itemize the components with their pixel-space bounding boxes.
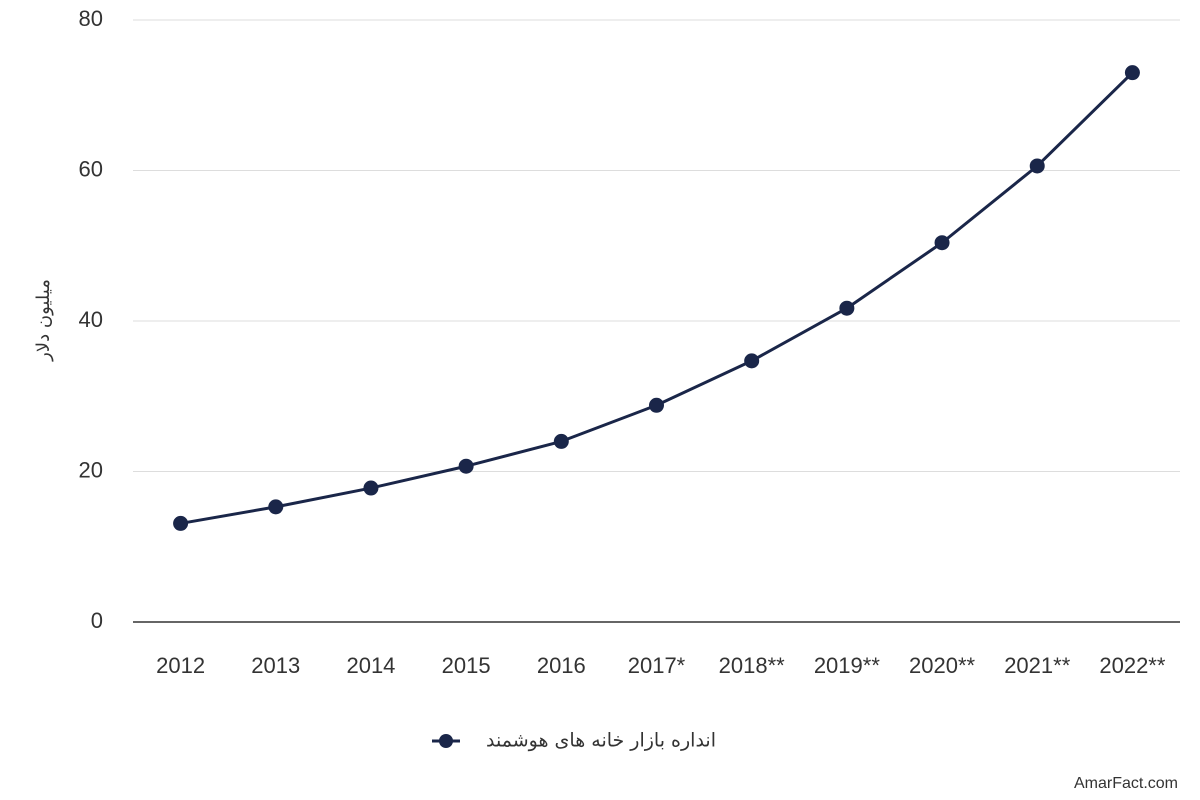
point [363, 480, 379, 496]
point [173, 515, 189, 531]
x-tick-label: 2013 [251, 653, 300, 678]
point [1029, 158, 1045, 174]
series-line [180, 71, 1134, 525]
watermark: AmarFact.com [1074, 775, 1178, 792]
legend-label: انداره بازار خانه های هوشمند [486, 730, 716, 752]
legend-marker [439, 734, 453, 748]
point [553, 433, 569, 449]
y-tick-label: 20 [79, 457, 103, 482]
x-tick-label: 2014 [346, 653, 395, 678]
point [839, 300, 855, 316]
y-tick-label: 60 [79, 156, 103, 181]
y-tick-label: 40 [79, 307, 103, 332]
y-axis-title: میلیون دلار [33, 279, 54, 362]
x-tick-label: 2019** [814, 653, 881, 678]
point [458, 458, 474, 474]
point [1124, 65, 1140, 81]
point [934, 235, 950, 251]
point [744, 353, 760, 369]
y-tick-label: 80 [79, 6, 103, 31]
y-tick-label: 0 [91, 608, 103, 633]
x-tick-label: 2020** [909, 653, 976, 678]
x-tick-label: 2021** [1004, 653, 1071, 678]
point [649, 397, 664, 413]
x-tick-label: 2018** [719, 653, 786, 678]
x-tick-label: 2016 [537, 653, 586, 678]
x-tick-label: 2015 [442, 653, 491, 678]
x-tick-label: 2017* [628, 653, 686, 678]
point [268, 499, 284, 515]
x-tick-label: 2022** [1099, 653, 1166, 678]
x-tick-label: 2012 [156, 653, 205, 678]
